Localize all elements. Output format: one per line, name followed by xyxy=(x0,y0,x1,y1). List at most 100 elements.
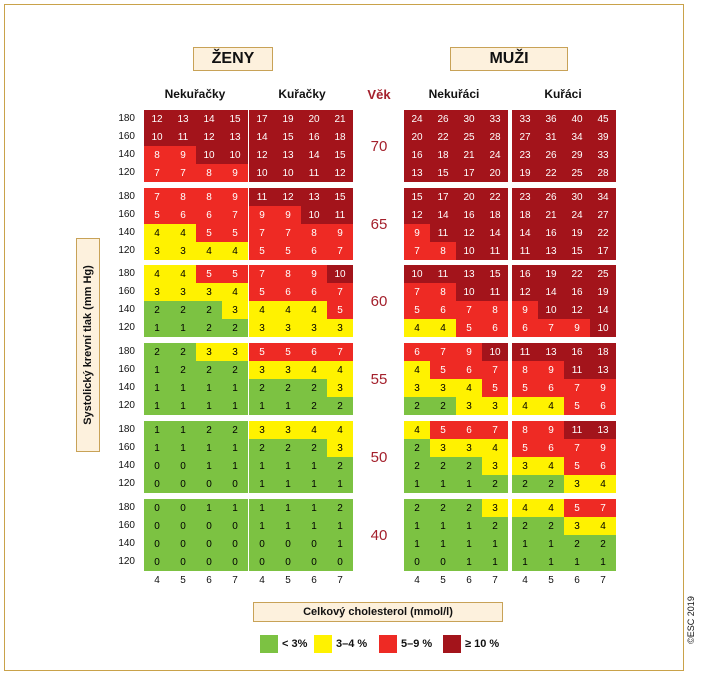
risk-cell: 1 xyxy=(196,457,222,475)
risk-cell: 7 xyxy=(482,421,508,439)
risk-cell: 11 xyxy=(430,265,456,283)
risk-cell: 18 xyxy=(327,128,353,146)
risk-cell: 7 xyxy=(430,343,456,361)
risk-cell: 21 xyxy=(538,206,564,224)
risk-cell: 3 xyxy=(144,283,170,301)
cholesterol-tick-label: 5 xyxy=(285,575,291,586)
risk-cell: 3 xyxy=(222,343,248,361)
legend-item-very-high: ≥ 10 % xyxy=(443,634,499,654)
cholesterol-tick-label: 7 xyxy=(337,575,343,586)
risk-cell: 16 xyxy=(564,343,590,361)
risk-cell: 10 xyxy=(275,164,301,182)
risk-cell: 26 xyxy=(430,110,456,128)
risk-cell: 3 xyxy=(196,343,222,361)
risk-cell: 17 xyxy=(249,110,275,128)
risk-cell: 0 xyxy=(249,535,275,553)
group-label-women-nonsmokers: Nekuřačky xyxy=(164,87,226,101)
risk-cell: 1 xyxy=(222,457,248,475)
legend-swatch-moderate xyxy=(314,635,332,653)
risk-cell: 1 xyxy=(144,421,170,439)
risk-cell: 1 xyxy=(196,379,222,397)
risk-cell: 30 xyxy=(456,110,482,128)
risk-cell: 3 xyxy=(564,475,590,493)
risk-cell: 1 xyxy=(301,517,327,535)
risk-cell: 1 xyxy=(249,457,275,475)
risk-cell: 2 xyxy=(196,301,222,319)
risk-cell: 1 xyxy=(170,421,196,439)
risk-cell: 19 xyxy=(590,283,616,301)
risk-cell: 27 xyxy=(590,206,616,224)
risk-cell: 2 xyxy=(170,301,196,319)
risk-cell: 4 xyxy=(222,283,248,301)
y-axis-label-box xyxy=(76,238,100,452)
risk-cell: 2 xyxy=(564,535,590,553)
risk-cell: 4 xyxy=(512,397,538,415)
risk-cell: 3 xyxy=(456,397,482,415)
risk-cell: 14 xyxy=(249,128,275,146)
risk-cell: 1 xyxy=(249,499,275,517)
legend-swatch-low xyxy=(260,635,278,653)
risk-cell: 4 xyxy=(404,361,430,379)
risk-cell: 1 xyxy=(301,457,327,475)
risk-cell: 14 xyxy=(482,224,508,242)
risk-cell: 19 xyxy=(275,110,301,128)
risk-cell: 2 xyxy=(590,535,616,553)
risk-cell: 5 xyxy=(275,343,301,361)
risk-cell: 11 xyxy=(301,164,327,182)
risk-cell: 13 xyxy=(456,265,482,283)
risk-cell: 11 xyxy=(170,128,196,146)
risk-cell: 2 xyxy=(222,319,248,337)
risk-cell: 20 xyxy=(456,188,482,206)
risk-cell: 4 xyxy=(301,361,327,379)
risk-cell: 3 xyxy=(430,439,456,457)
risk-cell: 0 xyxy=(196,535,222,553)
sbp-tick-label: 140 xyxy=(118,538,135,549)
chart-frame xyxy=(4,4,684,671)
sbp-tick-label: 140 xyxy=(118,304,135,315)
risk-cell: 0 xyxy=(222,553,248,571)
risk-cell: 34 xyxy=(590,188,616,206)
legend-item-moderate: 3–4 % xyxy=(314,634,367,654)
risk-cell: 2 xyxy=(222,361,248,379)
risk-cell: 2 xyxy=(196,421,222,439)
cholesterol-tick-label: 7 xyxy=(232,575,238,586)
risk-cell: 2 xyxy=(430,499,456,517)
risk-cell: 9 xyxy=(590,379,616,397)
risk-cell: 12 xyxy=(456,224,482,242)
risk-cell: 15 xyxy=(564,242,590,260)
risk-cell: 6 xyxy=(301,283,327,301)
risk-cell: 2 xyxy=(222,421,248,439)
sbp-tick-label: 140 xyxy=(118,149,135,160)
risk-cell: 1 xyxy=(275,499,301,517)
risk-cell: 31 xyxy=(538,128,564,146)
risk-cell: 3 xyxy=(482,457,508,475)
risk-cell: 10 xyxy=(301,206,327,224)
risk-cell: 15 xyxy=(327,188,353,206)
sbp-tick-label: 160 xyxy=(118,442,135,453)
risk-cell: 23 xyxy=(512,146,538,164)
sbp-tick-label: 140 xyxy=(118,382,135,393)
risk-cell: 17 xyxy=(430,188,456,206)
group-label-women-smokers: Kuřačky xyxy=(278,87,326,101)
risk-cell: 4 xyxy=(456,379,482,397)
risk-cell: 1 xyxy=(456,475,482,493)
sbp-tick-label: 180 xyxy=(118,191,135,202)
risk-cell: 11 xyxy=(327,206,353,224)
risk-cell: 1 xyxy=(222,499,248,517)
risk-cell: 18 xyxy=(482,206,508,224)
risk-cell: 3 xyxy=(456,439,482,457)
risk-cell: 1 xyxy=(512,553,538,571)
sbp-tick-label: 160 xyxy=(118,286,135,297)
risk-cell: 5 xyxy=(482,379,508,397)
risk-cell: 16 xyxy=(301,128,327,146)
sbp-tick-label: 160 xyxy=(118,131,135,142)
cholesterol-tick-label: 6 xyxy=(466,575,472,586)
risk-cell: 3 xyxy=(327,319,353,337)
age-header: Věk xyxy=(367,87,391,102)
risk-cell: 16 xyxy=(456,206,482,224)
risk-cell: 12 xyxy=(144,110,170,128)
risk-cell: 5 xyxy=(430,421,456,439)
risk-cell: 4 xyxy=(404,319,430,337)
risk-cell: 6 xyxy=(404,343,430,361)
risk-cell: 12 xyxy=(249,146,275,164)
